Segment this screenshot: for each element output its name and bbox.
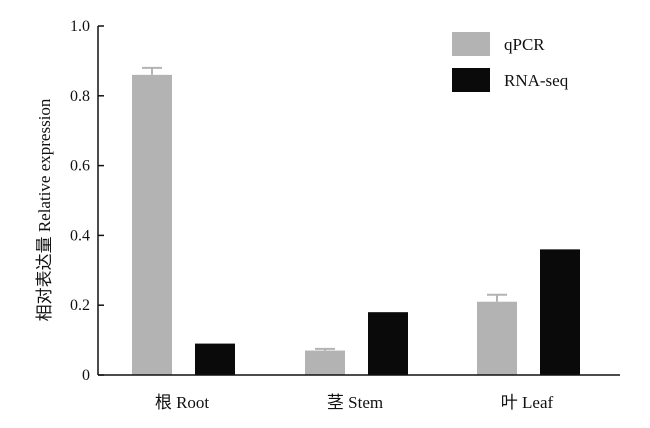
x-ticks-layer: 根 Root 茎 Stem 叶 Leaf xyxy=(155,393,554,412)
y-tick-label: 0.4 xyxy=(70,227,90,244)
x-category-label: 叶 Leaf xyxy=(501,393,554,412)
x-category-label: 茎 Stem xyxy=(327,393,383,412)
y-axis-label: 相对表达量 Relative expression xyxy=(35,98,54,321)
legend-label: qPCR xyxy=(504,35,545,54)
error-bars-layer xyxy=(142,66,507,351)
bars-layer xyxy=(132,74,580,376)
bar-qpcr xyxy=(477,301,517,375)
axes-layer xyxy=(97,26,620,376)
y-tick-label: 1.0 xyxy=(70,18,90,35)
bar-qpcr xyxy=(132,74,172,376)
bar-rna-seq xyxy=(368,312,408,375)
legend-label: RNA-seq xyxy=(504,71,569,90)
bar-rna-seq xyxy=(540,249,580,375)
legend-swatch xyxy=(452,68,490,92)
legend: qPCR RNA-seq xyxy=(452,32,569,92)
x-category-label: 根 Root xyxy=(155,393,210,412)
y-tick-label: 0 xyxy=(82,367,90,384)
y-tick-label: 0.6 xyxy=(70,158,90,175)
y-tick-label: 0.8 xyxy=(70,88,90,105)
y-ticks-layer: 0 0.2 0.4 0.6 0.8 1.0 xyxy=(70,18,104,384)
bar-qpcr xyxy=(305,350,345,375)
y-tick-label: 0.2 xyxy=(70,297,90,314)
legend-swatch xyxy=(452,32,490,56)
bar-rna-seq xyxy=(195,343,235,375)
